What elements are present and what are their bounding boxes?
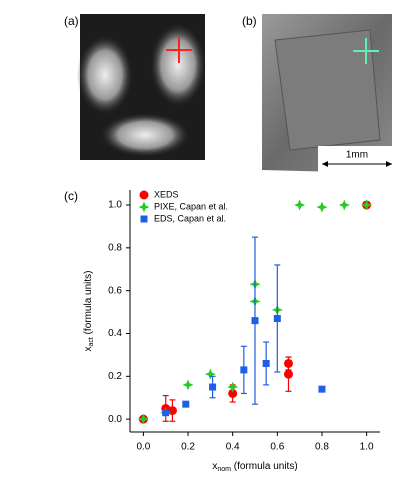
legend-label: EDS, Capan et al. — [154, 213, 226, 223]
x-tick-label: 1.0 — [360, 442, 374, 453]
point — [162, 409, 170, 417]
panel-label: (a) — [64, 14, 79, 28]
panel-label: (b) — [242, 14, 257, 28]
legend-marker — [139, 190, 149, 200]
legend-marker — [138, 201, 150, 213]
x-tick-label: 0.8 — [315, 442, 329, 453]
x-axis-label-part: nom — [217, 466, 231, 473]
x-axis-label-part: (formula units) — [231, 461, 298, 472]
point — [228, 388, 238, 398]
point — [361, 199, 373, 211]
point — [251, 317, 259, 325]
y-tick-label: 0.0 — [108, 414, 122, 425]
point — [209, 383, 217, 391]
y-tick-label: 0.6 — [108, 285, 122, 296]
x-tick-label: 0.2 — [181, 442, 195, 453]
legend-label: XEDS — [154, 189, 179, 199]
point — [182, 379, 194, 391]
point — [182, 400, 190, 408]
y-tick-label: 0.2 — [108, 371, 122, 382]
x-axis-label-part: x — [212, 461, 217, 472]
legend-label: PIXE, Capan et al. — [154, 201, 228, 211]
legend-marker — [140, 215, 148, 223]
point — [283, 369, 293, 379]
sem-image — [262, 14, 394, 172]
y-axis-label-part: act — [88, 337, 95, 346]
point — [262, 359, 270, 367]
x-axis-label: xnom (formula units) — [212, 461, 297, 474]
point — [318, 385, 326, 393]
x-tick-label: 0.6 — [270, 442, 284, 453]
point — [240, 366, 248, 374]
point — [204, 368, 216, 380]
point — [294, 199, 306, 211]
y-axis-label: xact (formula units) — [83, 270, 96, 351]
y-tick-label: 1.0 — [108, 200, 122, 211]
point — [167, 406, 177, 416]
x-tick-label: 0.0 — [136, 442, 150, 453]
point — [137, 413, 149, 425]
y-tick-label: 0.8 — [108, 242, 122, 253]
y-axis-label-part: x — [83, 347, 94, 352]
point — [338, 199, 350, 211]
y-tick-label: 0.4 — [108, 328, 122, 339]
map-image — [77, 14, 206, 160]
point — [316, 201, 328, 213]
point — [227, 381, 239, 393]
y-axis-label-part: (formula units) — [83, 270, 94, 337]
plot: 0.0 0.2 0.4 0.6 0.8 1.00.00.20.40.60.81.0xnom… — [83, 189, 374, 473]
point — [273, 314, 281, 322]
scale-bar-label: 1mm — [346, 150, 368, 161]
panel-label: (c) — [64, 189, 78, 203]
x-tick-label: 0.4 — [226, 442, 240, 453]
